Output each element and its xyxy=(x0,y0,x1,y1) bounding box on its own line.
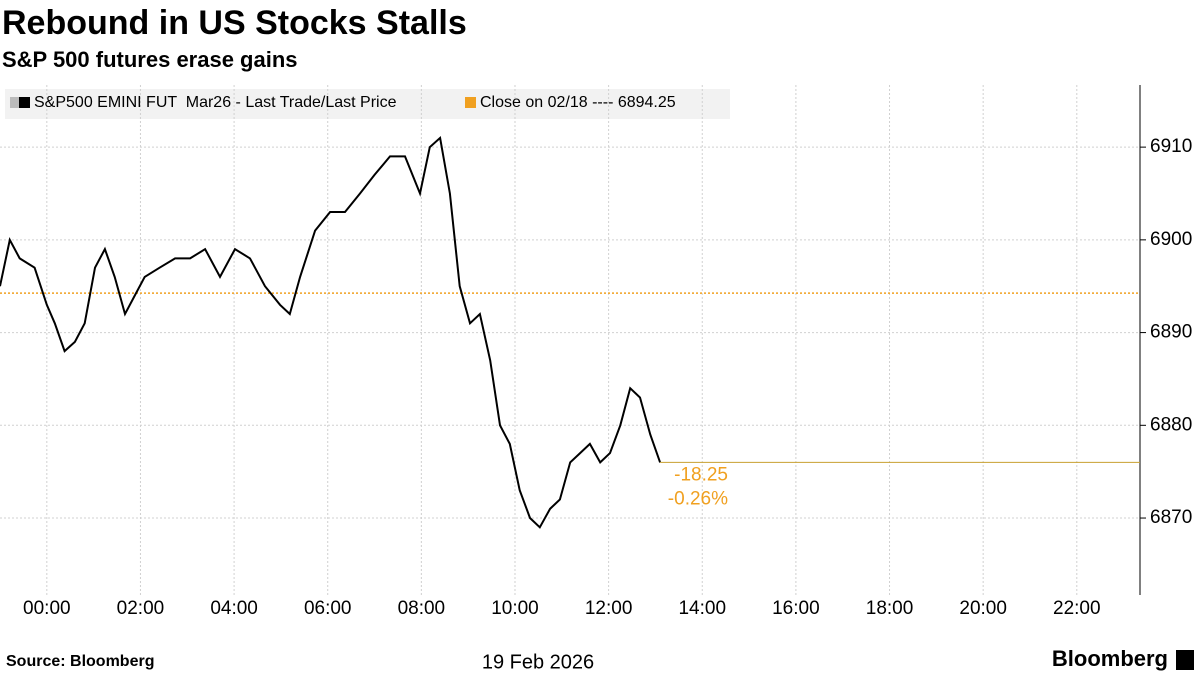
legend-label: Close on 02/18 ---- 6894.25 xyxy=(480,94,676,111)
y-tick-label: 6910 xyxy=(1150,136,1192,157)
annotation: -0.26% xyxy=(668,488,728,509)
x-tick-label: 18:00 xyxy=(866,598,914,619)
legend-box xyxy=(5,89,730,119)
chart-subtitle: S&P 500 futures erase gains xyxy=(2,47,298,72)
brand: Bloomberg xyxy=(1052,646,1168,671)
x-axis-label: 19 Feb 2026 xyxy=(482,651,594,673)
y-tick-label: 6870 xyxy=(1150,507,1192,528)
legend-marker xyxy=(19,97,30,108)
x-tick-label: 02:00 xyxy=(117,598,165,619)
x-tick-label: 00:00 xyxy=(23,598,71,619)
source: Source: Bloomberg xyxy=(6,653,154,670)
legend-marker xyxy=(10,97,21,108)
x-tick-label: 06:00 xyxy=(304,598,352,619)
x-tick-label: 04:00 xyxy=(210,598,258,619)
price-line xyxy=(0,135,662,529)
brand-icon xyxy=(1176,650,1194,670)
x-tick-label: 10:00 xyxy=(491,598,539,619)
x-tick-label: 14:00 xyxy=(678,598,726,619)
legend-label: S&P500 EMINI FUT Mar26 - Last Trade/Last… xyxy=(34,94,397,111)
x-tick-label: 22:00 xyxy=(1053,598,1101,619)
x-tick-label: 16:00 xyxy=(772,598,820,619)
x-tick-label: 20:00 xyxy=(959,598,1007,619)
y-tick-label: 6890 xyxy=(1150,322,1192,343)
legend-marker xyxy=(465,97,476,108)
y-tick-label: 6880 xyxy=(1150,414,1192,435)
chart-title: Rebound in US Stocks Stalls xyxy=(2,4,467,42)
x-tick-label: 08:00 xyxy=(398,598,446,619)
y-tick-label: 6900 xyxy=(1150,229,1192,250)
annotation: -18.25 xyxy=(674,464,728,485)
x-tick-label: 12:00 xyxy=(585,598,633,619)
